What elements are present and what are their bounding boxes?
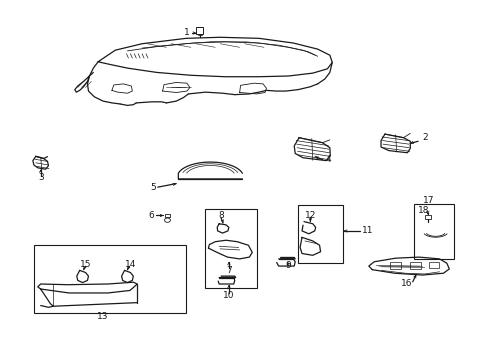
Text: 18: 18	[417, 206, 429, 215]
Bar	[413, 204, 453, 259]
Bar	[428, 262, 438, 268]
Text: 14: 14	[124, 260, 136, 269]
Text: 15: 15	[80, 260, 91, 269]
Bar	[389, 262, 400, 269]
Bar	[196, 27, 203, 34]
Text: 6: 6	[148, 211, 153, 220]
Text: 1: 1	[183, 28, 189, 37]
Text: 4: 4	[325, 155, 330, 164]
Text: 16: 16	[400, 279, 411, 288]
Text: 11: 11	[361, 226, 372, 235]
Bar	[164, 214, 170, 217]
Text: 7: 7	[225, 266, 231, 275]
Text: 12: 12	[305, 211, 316, 220]
Text: 2: 2	[421, 133, 427, 142]
Text: 3: 3	[38, 174, 43, 183]
Text: 8: 8	[218, 211, 224, 220]
Text: 9: 9	[285, 261, 291, 270]
Text: 13: 13	[97, 312, 109, 321]
Bar	[424, 215, 430, 220]
Bar	[298, 205, 342, 263]
Text: 5: 5	[150, 183, 155, 192]
Text: 17: 17	[422, 196, 434, 205]
Bar	[204, 209, 257, 288]
Bar	[34, 244, 185, 314]
Text: 10: 10	[223, 291, 234, 300]
Bar	[409, 262, 420, 269]
